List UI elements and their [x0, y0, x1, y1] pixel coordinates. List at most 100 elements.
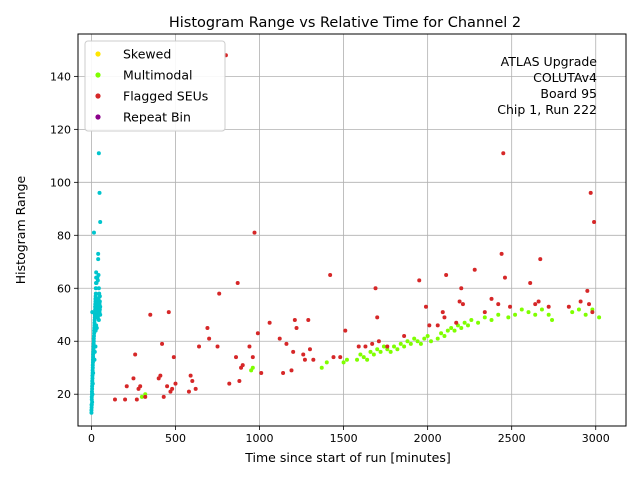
multimodal-point — [381, 344, 386, 349]
startup-point — [89, 402, 94, 407]
startup-point — [98, 312, 103, 317]
flagged-seus-point — [472, 267, 477, 272]
startup-point — [91, 230, 96, 235]
flagged-seus-point — [590, 310, 595, 315]
x-tick-label: 3000 — [582, 432, 610, 445]
flagged-seus-point — [457, 299, 462, 304]
flagged-seus-point — [205, 326, 210, 330]
multimodal-point — [439, 331, 444, 336]
multimodal-point — [546, 312, 551, 317]
multimodal-point — [324, 360, 329, 365]
multimodal-point — [465, 323, 470, 328]
multimodal-point — [139, 394, 144, 399]
legend: Skewed Multimodal Flagged SEUs Repeat Bin — [84, 40, 226, 132]
startup-point — [90, 392, 95, 397]
flagged-seus-point — [536, 299, 541, 304]
startup-point — [94, 326, 99, 330]
flagged-seus-point — [356, 344, 361, 349]
multimodal-point — [550, 318, 555, 323]
multimodal-point — [459, 326, 464, 330]
flagged-seus-point — [444, 273, 449, 278]
multimodal-point — [449, 326, 454, 330]
flagged-seus-point — [343, 328, 348, 333]
multimodal-point — [355, 357, 360, 362]
startup-point — [92, 357, 97, 362]
flagged-seus-point — [170, 386, 175, 391]
x-axis-ticks: 0 500 1000 1500 2000 2500 3000 — [88, 426, 610, 445]
multimodal-point — [365, 357, 370, 362]
y-axis-label: Histogram Range — [13, 175, 28, 284]
multimodal-point — [469, 318, 474, 323]
startup-point — [93, 291, 98, 296]
startup-point — [91, 371, 96, 376]
startup-point — [92, 349, 97, 354]
legend-marker-skewed — [95, 51, 101, 57]
data-points — [89, 53, 602, 415]
multimodal-point — [319, 365, 324, 370]
multimodal-point — [429, 339, 434, 344]
annotation-line-2: COLUTAv4 — [533, 70, 597, 85]
flagged-seus-point — [376, 339, 381, 344]
multimodal-point — [476, 320, 481, 325]
startup-point — [96, 273, 101, 278]
flagged-seus-point — [190, 378, 195, 383]
flagged-seus-point — [292, 318, 297, 323]
flagged-seus-point — [301, 352, 306, 357]
legend-marker-flagged-seus — [95, 93, 101, 99]
flagged-seus-point — [385, 344, 390, 349]
flagged-seus-point — [291, 349, 296, 354]
flagged-seus-point — [306, 318, 311, 323]
multimodal-point — [576, 307, 581, 312]
flagged-seus-point — [587, 302, 592, 307]
multimodal-point — [539, 307, 544, 312]
flagged-seus-point — [294, 326, 299, 330]
y-tick-label: 20 — [57, 388, 71, 401]
flagged-seus-point — [331, 355, 336, 360]
flagged-seus-point — [502, 275, 507, 280]
flagged-seus-point — [460, 302, 465, 307]
multimodal-point — [425, 333, 430, 338]
grid-lines — [78, 34, 626, 426]
flagged-seus-point — [307, 347, 312, 352]
legend-marker-multimodal — [95, 72, 101, 78]
flagged-seus-point — [197, 344, 202, 349]
flagged-seus-point — [143, 394, 148, 399]
multimodal-point — [405, 339, 410, 344]
multimodal-point — [375, 347, 380, 352]
startup-point — [97, 299, 102, 304]
flagged-seus-point — [215, 344, 220, 349]
flagged-seus-point — [459, 286, 464, 291]
flagged-seus-point — [375, 315, 380, 320]
flagged-seus-point — [240, 363, 245, 368]
flagged-seus-point — [255, 331, 260, 336]
startup-point — [96, 251, 101, 256]
flagged-seus-point — [442, 315, 447, 320]
flagged-seus-point — [592, 220, 597, 225]
annotation-line-3: Board 95 — [540, 86, 597, 101]
startup-point — [97, 294, 102, 299]
flagged-seus-point — [489, 296, 494, 301]
y-tick-label: 40 — [57, 335, 71, 348]
legend-label-repeat-bin: Repeat Bin — [123, 110, 191, 125]
startup-point — [90, 310, 95, 315]
flagged-seus-point — [402, 333, 407, 338]
startup-point — [96, 286, 101, 291]
flagged-seus-point — [338, 355, 343, 360]
multimodal-point — [496, 312, 501, 317]
x-tick-label: 2000 — [414, 432, 442, 445]
multimodal-point — [526, 310, 531, 315]
startup-point — [98, 220, 103, 225]
flagged-seus-point — [138, 384, 143, 389]
multimodal-point — [513, 312, 518, 317]
multimodal-point — [250, 365, 255, 370]
flagged-seus-point — [585, 288, 590, 293]
y-tick-label: 120 — [50, 123, 71, 136]
flagged-seus-point — [173, 381, 178, 386]
multimodal-point — [371, 352, 376, 357]
flagged-seus-point — [112, 397, 117, 402]
multimodal-point — [402, 344, 407, 349]
flagged-seus-point — [252, 230, 257, 235]
flagged-seus-point — [165, 384, 170, 389]
flagged-seus-point — [267, 320, 272, 325]
